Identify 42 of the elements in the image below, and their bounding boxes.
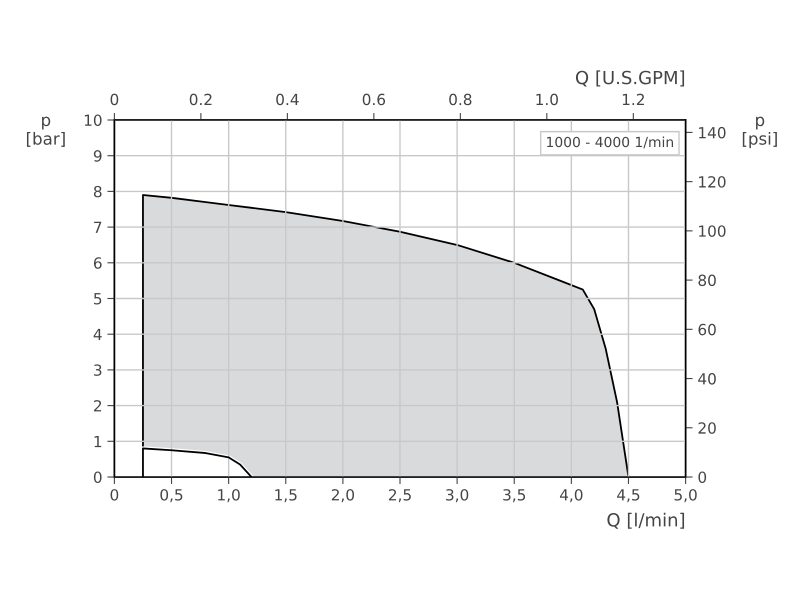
x2-tick-label: 1.0 [536,94,558,106]
x-tick-label: 3,5 [503,489,526,502]
y-tick-label: 2 [94,400,102,412]
x-tick-label: 0,5 [160,489,182,502]
y-tick-label: 9 [94,150,102,162]
y-tick-label: 7 [94,222,102,233]
x2-tick-label: 1.2 [622,94,644,106]
y2-tick-label: 120 [699,176,726,188]
x2-tick-label: 0.8 [449,94,472,106]
y2-tick-label: 100 [699,225,726,237]
y2-tick-label: 60 [698,324,716,336]
x2-axis-title: Q [U.S.GPM] [576,70,684,86]
y2-tick-label: 140 [699,126,726,138]
y-tick-label: 10 [84,114,102,126]
x-tick-label: 4,5 [617,489,640,502]
x-tick-label: 0 [110,489,118,501]
y2-tick-label: 80 [698,274,716,286]
x-tick-label: 1,0 [218,489,240,502]
x2-tick-label: 0.4 [276,94,299,106]
x-tick-label: 2,5 [388,489,411,502]
annotation: 1000 - 4000 1/min [547,136,673,148]
y-tick-label: 0 [94,471,102,484]
x-tick-label: 5,0 [674,489,697,502]
x-tick-label: 2,0 [332,489,354,502]
x-axis-title: Q [l/min] [607,512,684,529]
x-tick-label: 4,0 [560,489,582,502]
y-tick-label: 3 [94,364,102,376]
x2-tick-label: 0.2 [190,94,212,106]
y-tick-label: 8 [94,186,102,198]
y-tick-label: 1 [94,436,102,448]
y-axis-title: p [bar] [26,116,65,147]
y-tick-label: 4 [94,328,102,340]
y2-tick-label: 40 [698,373,716,385]
x-tick-label: 3,0 [446,489,468,502]
y-tick-label: 6 [94,257,102,269]
x2-tick-label: 0 [110,94,118,106]
x-tick-label: 1,5 [275,489,297,502]
y2-axis-title: p [psi] [742,116,777,148]
y-tick-label: 5 [94,293,102,305]
x2-tick-label: 0.6 [362,94,386,106]
y2-tick-label: 0 [698,471,706,484]
y2-tick-label: 20 [698,422,716,434]
